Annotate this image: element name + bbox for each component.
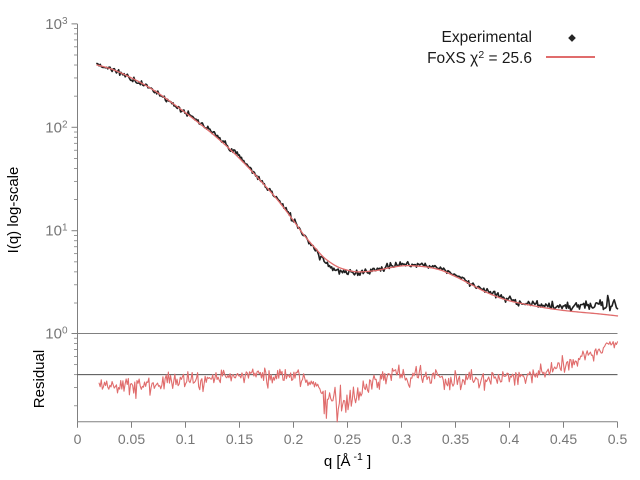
svg-text:0.2: 0.2 <box>284 431 304 447</box>
svg-text:0.05: 0.05 <box>118 431 145 447</box>
svg-text:q [Å -1 ]: q [Å -1 ] <box>324 451 371 470</box>
svg-text:0.45: 0.45 <box>550 431 577 447</box>
svg-text:0.1: 0.1 <box>176 431 196 447</box>
svg-text:0.25: 0.25 <box>334 431 361 447</box>
svg-text:Residual: Residual <box>31 350 48 408</box>
svg-text:0: 0 <box>74 431 82 447</box>
svg-text:0.35: 0.35 <box>442 431 469 447</box>
svg-text:0.5: 0.5 <box>608 431 628 447</box>
svg-text:Experimental: Experimental <box>442 29 532 46</box>
svg-text:0.3: 0.3 <box>392 431 412 447</box>
svg-text:0.15: 0.15 <box>226 431 253 447</box>
svg-text:0.4: 0.4 <box>500 431 520 447</box>
svg-text:I(q) log-scale: I(q) log-scale <box>5 167 22 254</box>
